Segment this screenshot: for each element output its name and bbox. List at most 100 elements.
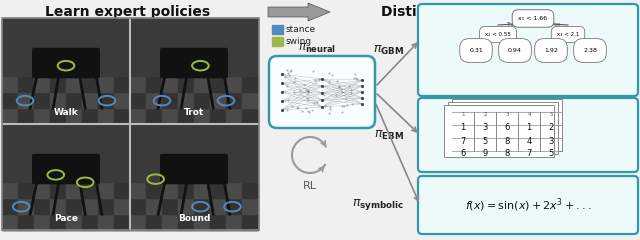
Bar [146, 108, 162, 124]
Bar [448, 102, 558, 154]
Bar [114, 92, 130, 108]
FancyBboxPatch shape [418, 4, 638, 96]
Bar [98, 92, 114, 108]
Bar [146, 182, 162, 198]
Text: 1: 1 [461, 113, 465, 118]
Bar [2, 214, 18, 230]
Bar [34, 108, 50, 124]
Bar [130, 198, 146, 214]
Bar [66, 76, 82, 92]
Text: Trot: Trot [184, 108, 204, 117]
Bar [210, 214, 226, 230]
Text: $\pi_{\mathbf{neural}}$: $\pi_{\mathbf{neural}}$ [298, 42, 336, 54]
Bar [18, 182, 34, 198]
Bar [178, 198, 194, 214]
Text: 2: 2 [548, 124, 554, 132]
Bar [210, 182, 226, 198]
Bar [18, 198, 34, 214]
Text: Learn expert policies: Learn expert policies [45, 5, 211, 19]
Text: $\pi_{\mathbf{EBM}}$: $\pi_{\mathbf{EBM}}$ [374, 128, 404, 142]
Bar [130, 18, 258, 76]
Bar [194, 108, 210, 124]
Bar [2, 124, 130, 182]
Text: Pace: Pace [54, 214, 78, 223]
Bar [178, 214, 194, 230]
Bar [2, 198, 18, 214]
Bar [146, 76, 162, 92]
Bar [98, 76, 114, 92]
Bar [82, 214, 98, 230]
Bar [194, 92, 210, 108]
Polygon shape [268, 3, 330, 21]
Bar [114, 182, 130, 198]
Bar [98, 108, 114, 124]
Bar [226, 76, 242, 92]
Text: 1: 1 [460, 124, 466, 132]
Bar [130, 108, 146, 124]
Bar [18, 214, 34, 230]
Bar [194, 182, 210, 198]
Bar [34, 92, 50, 108]
Bar [50, 92, 66, 108]
Bar [178, 108, 194, 124]
Bar [66, 108, 82, 124]
Text: 2: 2 [483, 113, 487, 118]
Bar [66, 92, 82, 108]
Bar [2, 124, 130, 230]
FancyBboxPatch shape [269, 56, 375, 128]
Bar [2, 182, 18, 198]
Bar [162, 198, 178, 214]
Bar [2, 108, 18, 124]
Bar [146, 198, 162, 214]
Bar [444, 105, 554, 157]
Text: 4: 4 [526, 137, 532, 145]
Text: Walk: Walk [54, 108, 78, 117]
Bar [226, 92, 242, 108]
Bar [178, 92, 194, 108]
Bar [114, 76, 130, 92]
Bar [194, 214, 210, 230]
Text: 3: 3 [548, 137, 554, 145]
Text: $f(x) = \sin(x) + 2x^3 + ...$: $f(x) = \sin(x) + 2x^3 + ...$ [465, 196, 591, 214]
Bar [226, 214, 242, 230]
Bar [242, 182, 258, 198]
FancyBboxPatch shape [418, 176, 638, 234]
Bar [130, 18, 258, 124]
Text: 7: 7 [460, 137, 466, 145]
Text: 0.94: 0.94 [508, 48, 522, 53]
Bar [226, 108, 242, 124]
Text: x₃ < 2.1: x₃ < 2.1 [557, 32, 579, 37]
Text: 1.92: 1.92 [544, 48, 558, 53]
Bar [98, 182, 114, 198]
Bar [226, 182, 242, 198]
Bar [66, 182, 82, 198]
Text: 6: 6 [504, 124, 509, 132]
Text: 5: 5 [549, 113, 553, 118]
Bar [18, 108, 34, 124]
Bar [146, 214, 162, 230]
Bar [146, 92, 162, 108]
FancyBboxPatch shape [160, 48, 228, 78]
Bar [82, 198, 98, 214]
Text: swing: swing [286, 37, 312, 46]
Bar [162, 108, 178, 124]
Bar [82, 182, 98, 198]
Bar [114, 198, 130, 214]
FancyBboxPatch shape [160, 154, 228, 184]
Bar [272, 25, 283, 34]
FancyBboxPatch shape [418, 98, 638, 172]
Text: 7: 7 [526, 150, 532, 158]
Bar [130, 214, 146, 230]
Bar [162, 214, 178, 230]
Bar [50, 214, 66, 230]
Text: False: False [549, 22, 561, 27]
Text: 9: 9 [483, 150, 488, 158]
Bar [210, 76, 226, 92]
FancyBboxPatch shape [32, 154, 100, 184]
Text: True: True [506, 22, 516, 27]
Text: 6: 6 [460, 150, 466, 158]
Bar [242, 92, 258, 108]
Bar [210, 108, 226, 124]
Bar [162, 182, 178, 198]
Text: 5: 5 [483, 137, 488, 145]
